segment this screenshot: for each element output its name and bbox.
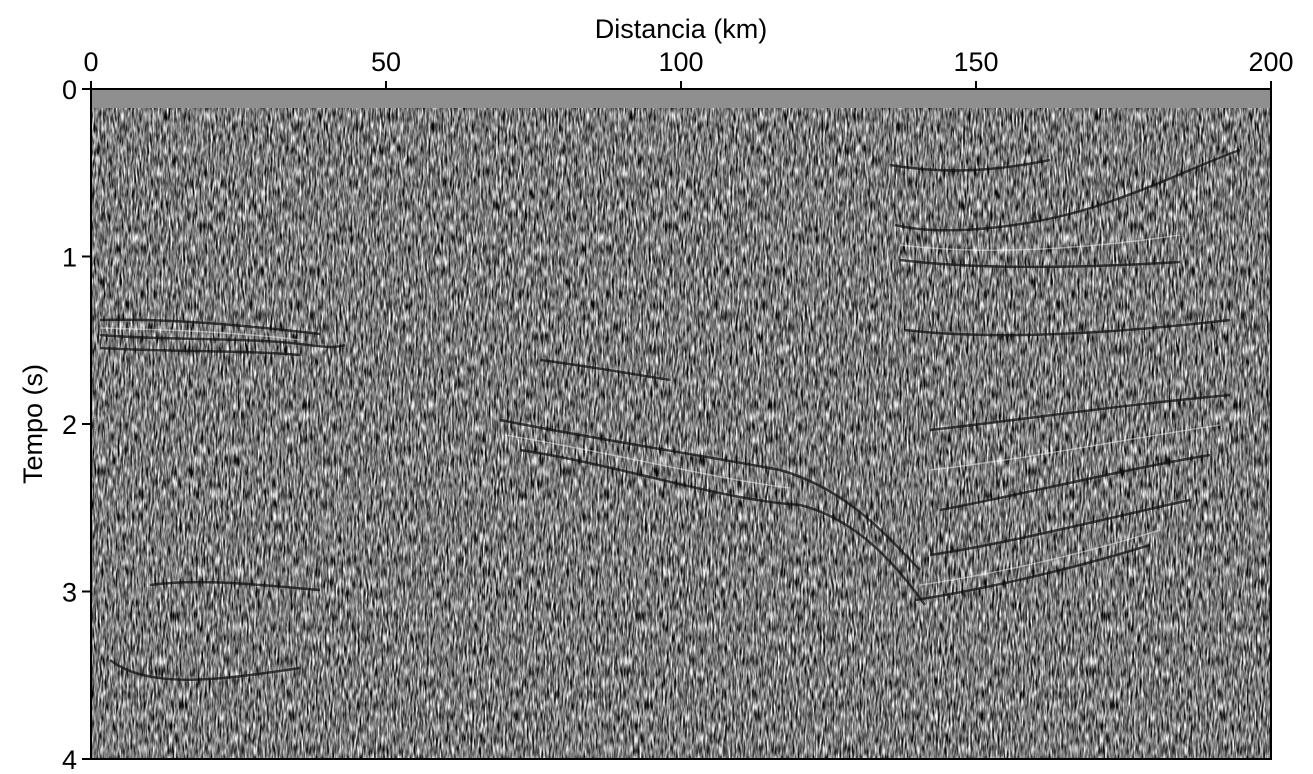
y-tick-label: 0	[62, 75, 77, 105]
x-tick-label: 100	[658, 47, 703, 77]
x-tick-label: 0	[83, 47, 98, 77]
y-tick-label: 2	[62, 410, 77, 440]
x-tick-label: 150	[953, 47, 998, 77]
seismic-image	[91, 108, 1271, 759]
y-axis: 0 1 2 3 4	[62, 75, 91, 774]
reflectors	[99, 148, 1241, 681]
x-tick-label: 50	[371, 47, 401, 77]
y-tick-label: 3	[62, 578, 77, 608]
x-axis: 0 50 100 150 200	[83, 47, 1294, 89]
y-tick-label: 4	[62, 745, 77, 774]
y-tick-label: 1	[62, 243, 77, 273]
x-axis-title: Distancia (km)	[595, 14, 768, 44]
y-axis-title: Tempo (s)	[18, 364, 48, 484]
x-tick-label: 200	[1248, 47, 1293, 77]
